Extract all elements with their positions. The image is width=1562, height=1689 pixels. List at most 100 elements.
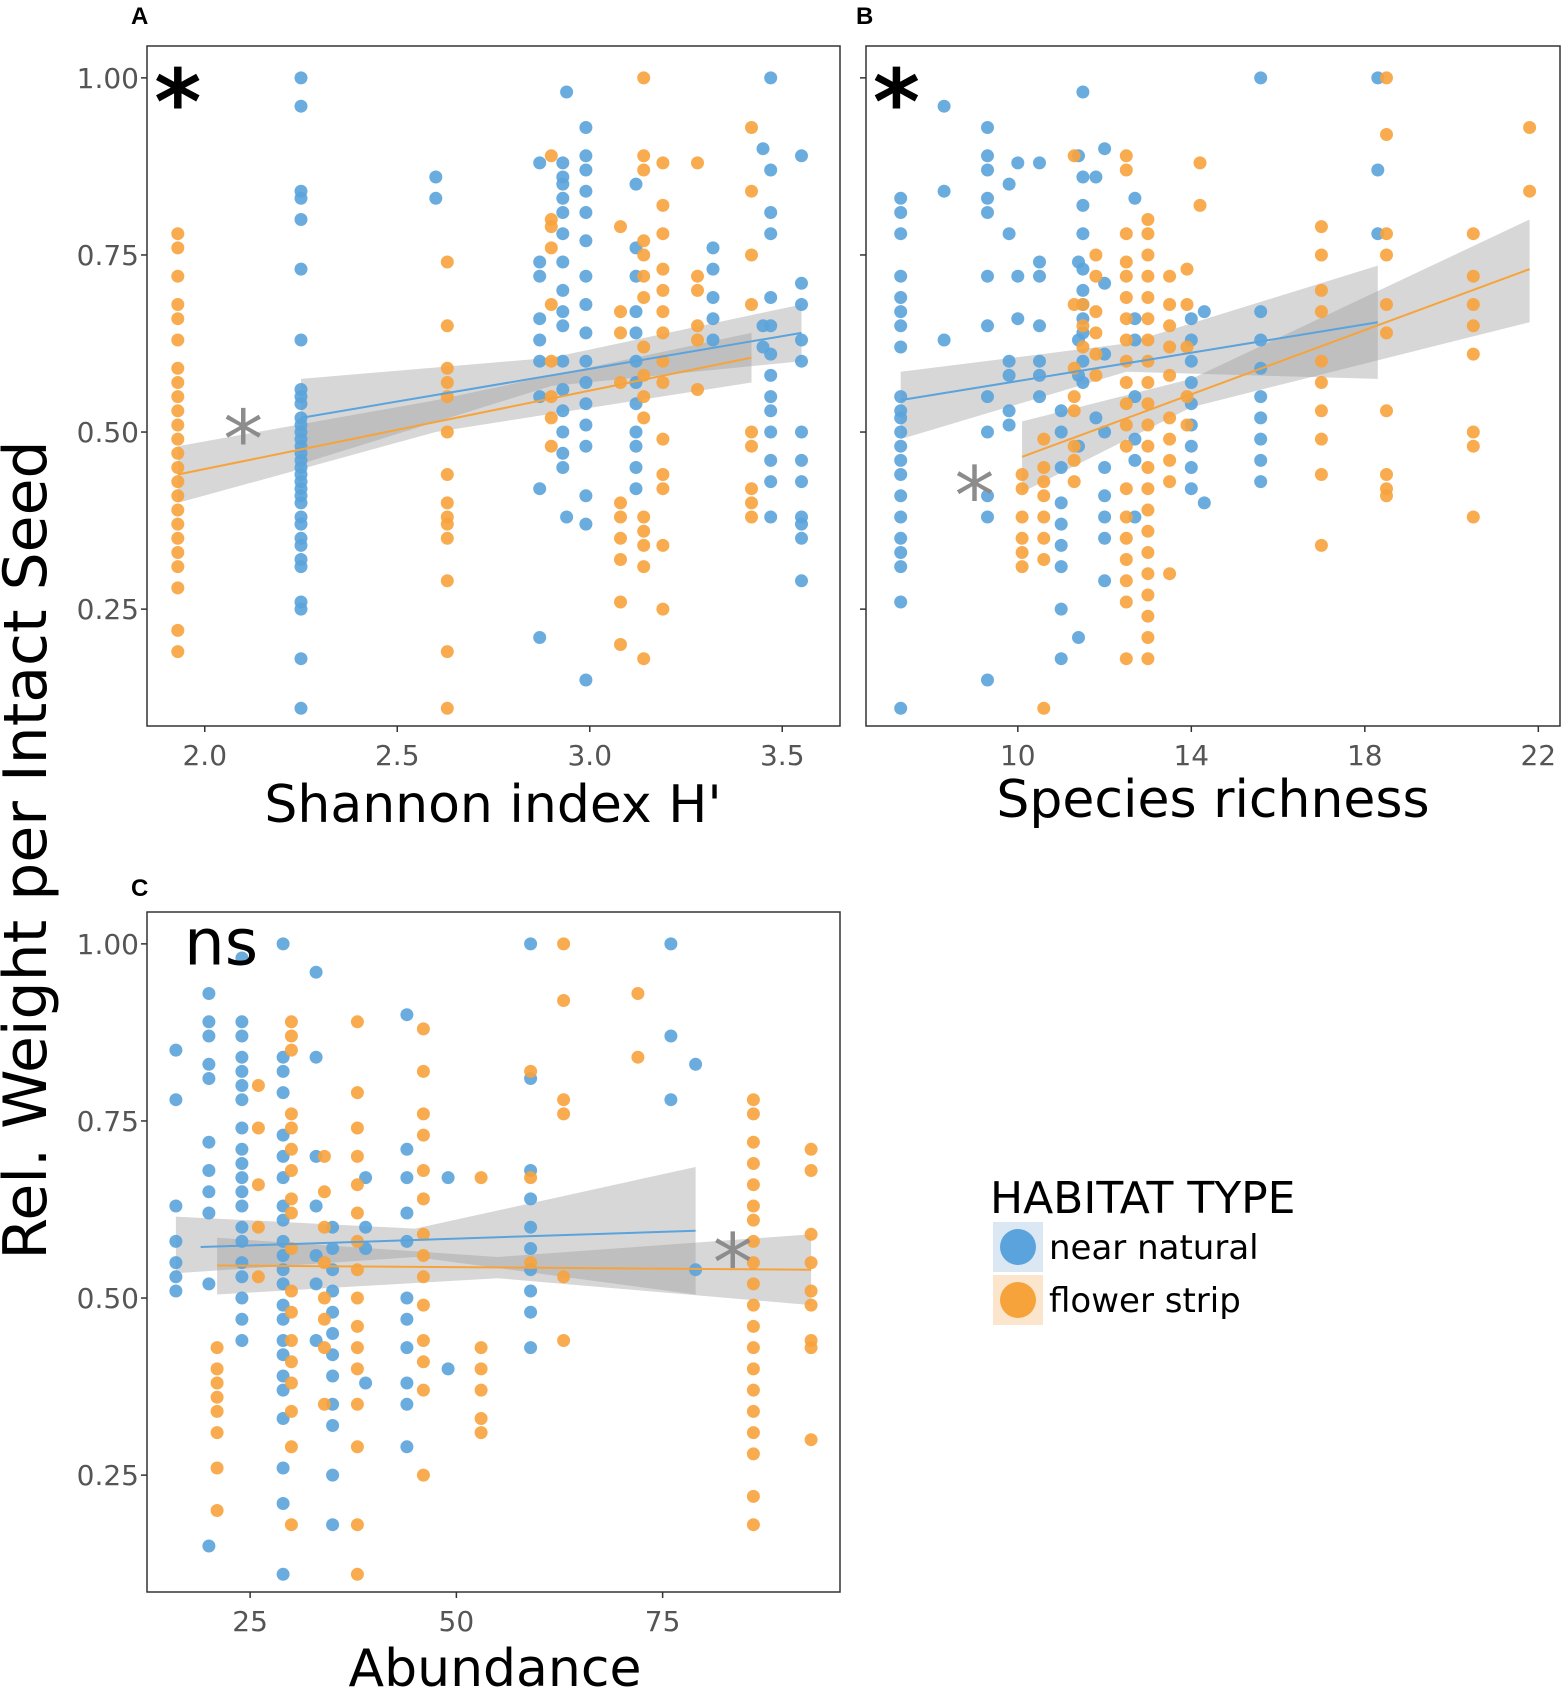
panel-b-fit-line-near-natural: [900, 321, 1378, 402]
panel-b-point-near-natural: [1002, 418, 1016, 432]
panel-b-point-flower-strip: [1037, 701, 1051, 715]
panel-a-point-near-natural: [764, 368, 778, 382]
panel-a-point-flower-strip: [637, 411, 651, 425]
panel-b-point-near-natural: [1098, 531, 1112, 545]
panel-b-point-near-natural: [937, 333, 951, 347]
panel-c-point-near-natural: [359, 1376, 373, 1390]
panel-b-point-flower-strip: [1163, 340, 1177, 354]
panel-c-point-near-natural: [235, 1142, 249, 1156]
panel-b-point-flower-strip: [1067, 475, 1081, 489]
panel-a-point-near-natural: [706, 241, 720, 255]
panel-b-point-near-natural: [1054, 652, 1068, 666]
panel-c-point-near-natural: [326, 1369, 340, 1383]
panel-a-letter: A: [131, 3, 148, 30]
panel-b-point-near-natural: [1254, 453, 1268, 467]
panel-c-point-near-natural: [235, 951, 249, 965]
panel-b-point-near-natural: [1076, 376, 1090, 389]
panel-b-point-near-natural: [1089, 411, 1103, 425]
panel-c-point-near-natural: [169, 1256, 183, 1270]
panel-c-point-flower-strip: [350, 1291, 364, 1305]
panel-b-point-near-natural: [1098, 489, 1112, 503]
panel-a-point-flower-strip: [544, 411, 558, 425]
panel-a-point-near-natural: [556, 283, 570, 297]
panel-b-point-near-natural: [1254, 432, 1268, 446]
panel-a: A 0.25 0.50 0.75 1.00 2.0 2.5 3.0 3.5 * * Shann…: [77, 3, 841, 835]
panel-b-point-near-natural: [894, 319, 908, 333]
panel-a-ytick-label: 1.00: [77, 62, 139, 95]
panel-c-point-flower-strip: [317, 1185, 331, 1199]
panel-c-point-near-natural: [326, 1468, 340, 1482]
panel-c-point-near-natural: [664, 1029, 678, 1043]
panel-b-point-near-natural: [1054, 560, 1068, 574]
panel-a-x-axis-title: Shannon index H': [264, 775, 721, 835]
panel-a-point-near-natural: [294, 652, 308, 666]
panel-b-point-near-natural: [894, 411, 908, 425]
panel-a-point-flower-strip: [656, 283, 670, 297]
y-axis-title: Rel. Weight per Intact Seed: [0, 440, 61, 1259]
panel-b-point-flower-strip: [1119, 595, 1133, 609]
panel-b-point-flower-strip: [1466, 510, 1480, 524]
panel-c-point-near-natural: [169, 1284, 183, 1298]
panel-c-point-flower-strip: [557, 1270, 571, 1284]
panel-c-point-near-natural: [235, 1015, 249, 1029]
panel-a-point-near-natural: [429, 170, 443, 184]
panel-c-point-near-natural: [235, 1312, 249, 1326]
panel-a-point-flower-strip: [745, 510, 758, 524]
panel-c-point-near-natural: [202, 1539, 216, 1553]
panel-a-point-flower-strip: [171, 446, 185, 460]
panel-b-point-flower-strip: [1119, 376, 1133, 389]
panel-b-point-flower-strip: [1314, 538, 1328, 552]
panel-c-point-flower-strip: [317, 1397, 331, 1411]
panel-b-point-flower-strip: [1141, 418, 1155, 432]
panel-b-point-near-natural: [1254, 71, 1268, 85]
panel-c-point-flower-strip: [317, 1149, 331, 1163]
panel-a-point-flower-strip: [637, 390, 651, 404]
panel-c-point-flower-strip: [804, 1284, 818, 1298]
panel-b-point-flower-strip: [1380, 71, 1393, 85]
panel-c-point-flower-strip: [284, 1334, 298, 1347]
panel-b-point-near-natural: [894, 425, 908, 439]
panel-c-point-flower-strip: [746, 1383, 760, 1397]
panel-c-point-flower-strip: [804, 1341, 818, 1355]
panel-b-point-near-natural: [1076, 198, 1090, 212]
panel-b-point-near-natural: [1033, 255, 1046, 269]
panel-b-point-flower-strip: [1141, 439, 1155, 453]
panel-b-point-flower-strip: [1015, 510, 1029, 524]
panel-b-point-near-natural: [1128, 191, 1142, 205]
panel-b-point-near-natural: [1128, 390, 1142, 404]
panel-c-point-near-natural: [235, 1334, 249, 1347]
panel-b-point-flower-strip: [1067, 453, 1081, 467]
panel-b-point-near-natural: [894, 701, 908, 715]
panel-c-point-flower-strip: [746, 1234, 760, 1248]
panel-c-point-flower-strip: [284, 1121, 298, 1135]
panel-c-fit-line-near-natural: [200, 1229, 696, 1249]
panel-a-point-flower-strip: [656, 156, 670, 170]
panel-b-point-near-natural: [1089, 170, 1103, 184]
panel-b-point-near-natural: [981, 149, 994, 163]
panel-a-point-near-natural: [579, 298, 593, 311]
panel-b-point-near-natural: [894, 340, 908, 354]
panel-c-point-flower-strip: [746, 1256, 760, 1270]
panel-b-point-near-natural: [1076, 85, 1090, 99]
panel-c-point-near-natural: [309, 1277, 323, 1291]
panel-a-ytick-label: 0.25: [77, 593, 139, 626]
panel-a-point-near-natural: [706, 262, 720, 276]
panel-a-point-near-natural: [629, 425, 643, 439]
panel-c-point-flower-strip: [317, 1220, 331, 1234]
panel-a-point-near-natural: [294, 538, 308, 552]
panel-b-point-near-natural: [981, 319, 994, 333]
panel-a-point-flower-strip: [637, 163, 651, 177]
panel-c-point-flower-strip: [804, 1227, 818, 1241]
panel-c-point-near-natural: [169, 1199, 183, 1213]
panel-b-point-near-natural: [1371, 163, 1385, 177]
panel-a-point-near-natural: [756, 142, 770, 156]
panel-b-point-flower-strip: [1119, 227, 1133, 241]
panel-b-point-flower-strip: [1141, 248, 1155, 262]
panel-a-point-flower-strip: [614, 326, 627, 340]
panel-c-point-flower-strip: [416, 1227, 430, 1241]
panel-b-point-flower-strip: [1119, 163, 1133, 177]
panel-b-point-flower-strip: [1119, 312, 1133, 326]
panel-a-point-flower-strip: [656, 198, 670, 212]
panel-c-point-flower-strip: [284, 1107, 298, 1121]
panel-b-point-flower-strip: [1119, 149, 1133, 163]
